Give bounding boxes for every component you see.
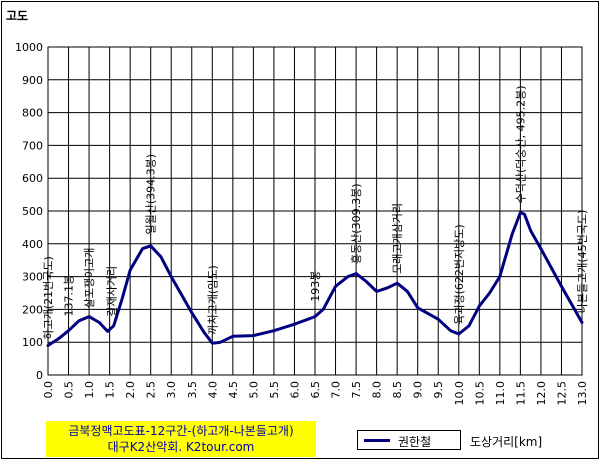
series-lines (46, 211, 584, 347)
y-tick-label: 0 (36, 369, 43, 382)
y-tick-labels: 0 100 200 300 400 500 600 700 800 900 1000 (15, 41, 43, 382)
annotation-label: 살포쟁이고개 (83, 248, 96, 309)
x-tick-label: 8.0 (371, 381, 384, 399)
y-tick-label: 100 (22, 336, 43, 349)
y-tick-label: 600 (22, 172, 43, 185)
x-tick-label: 8.5 (391, 381, 404, 399)
x-tick-label: 10.0 (453, 381, 466, 406)
x-tick-label: 7.0 (330, 381, 343, 399)
x-tick-label: 1.5 (104, 381, 117, 399)
annotation: 193봉 (309, 271, 322, 302)
legend: 권한철 (357, 430, 461, 450)
annotation: 홍동산(309.3봉) (349, 183, 363, 264)
chart-title-box: 금북정맥고도표-12구간-(하고개-나본들고개) 대구K2산악회. K2tour… (46, 421, 316, 457)
annotation-label: 갈재사거리 (105, 266, 119, 317)
x-tick-label: 6.5 (309, 381, 322, 399)
annotation: 수덕산(덕숭산, 495.2봉) (514, 85, 527, 203)
x-tick-label: 0.5 (63, 381, 76, 399)
annotation: 모래고개삼거리 (391, 203, 404, 274)
y-tick-label: 800 (22, 107, 43, 120)
y-tick-label: 900 (22, 74, 43, 87)
x-tick-labels: 0.0 0.5 1.0 1.5 2.0 2.5 3.0 3.5 4.0 4.5 5.0 5.5 6.0 6… (42, 381, 589, 406)
annotation-label: 모래고개삼거리 (391, 203, 404, 274)
legend-swatch (364, 439, 390, 442)
annotation: 육괴정(622번지방도) (453, 224, 466, 324)
annotation-label: 일월산(394.3봉) (144, 154, 158, 235)
y-tick-label: 300 (22, 271, 43, 284)
annotation: 갈재사거리 (105, 266, 119, 317)
x-tick-label: 5.0 (247, 381, 260, 399)
y-tick-label: 700 (22, 139, 43, 152)
y-axis-label: 고도 (6, 9, 29, 23)
y-tick-label: 200 (22, 303, 43, 316)
annotation: 살포쟁이고개 (83, 248, 96, 309)
series-line (46, 211, 584, 347)
legend-label: 권한철 (398, 435, 432, 449)
x-tick-label: 9.0 (412, 381, 425, 399)
annotation: 일월산(394.3봉) (144, 154, 158, 235)
annotation: 나본들고개(45번국도) (576, 210, 589, 314)
x-axis-label: 도상거리[km] (470, 435, 543, 449)
x-tick-label: 11.0 (494, 381, 507, 406)
x-tick-label: 10.5 (473, 381, 486, 406)
annotation-label: 육괴정(622번지방도) (453, 224, 466, 324)
annotation-label: 하고개(21번국도) (41, 256, 55, 339)
x-tick-label: 1.0 (83, 381, 96, 399)
annotation: 하고개(21번국도) (41, 256, 55, 339)
x-tick-label: 12.0 (535, 381, 548, 406)
x-tick-label: 7.5 (350, 381, 363, 399)
x-tick-label: 5.5 (268, 381, 281, 399)
plot-border (47, 46, 583, 376)
peak-annotations: 하고개(21번국도) 137.1봉 살포쟁이고개 갈재사거리 일월산(394.3봉) 까치… (41, 85, 589, 339)
x-tick-label: 6.0 (288, 381, 301, 399)
chart-title: 금북정맥고도표-12구간-(하고개-나본들고개) (68, 424, 294, 438)
x-tick-label: 2.0 (124, 381, 137, 399)
grid-lines (48, 46, 582, 375)
annotation-label: 까치고개(임도) (206, 265, 219, 334)
x-tick-label: 3.0 (165, 381, 178, 399)
x-tick-label: 0.0 (42, 381, 55, 399)
y-tick-label: 400 (22, 238, 43, 251)
x-tick-label: 4.0 (206, 381, 219, 399)
x-tick-label: 9.5 (432, 381, 445, 399)
y-tick-label: 1000 (15, 41, 43, 54)
axes (47, 46, 583, 376)
annotation-label: 나본들고개(45번국도) (576, 210, 589, 314)
annotation-label: 수덕산(덕숭산, 495.2봉) (514, 85, 527, 203)
y-tick-label: 500 (22, 205, 43, 218)
x-tick-label: 13.0 (576, 381, 589, 406)
annotation-label: 홍동산(309.3봉) (349, 183, 363, 264)
x-tick-label: 12.5 (555, 381, 568, 406)
x-tick-label: 11.5 (514, 381, 527, 406)
annotation: 까치고개(임도) (206, 265, 219, 334)
annotation-label: 137.1봉 (63, 275, 76, 317)
annotation-label: 193봉 (309, 271, 322, 302)
x-tick-label: 3.5 (186, 381, 199, 399)
x-tick-label: 2.5 (145, 381, 158, 399)
x-tick-label: 4.5 (227, 381, 240, 399)
annotation: 137.1봉 (63, 275, 76, 317)
chart-credit: 대구K2산악회. K2tour.com (107, 440, 255, 454)
